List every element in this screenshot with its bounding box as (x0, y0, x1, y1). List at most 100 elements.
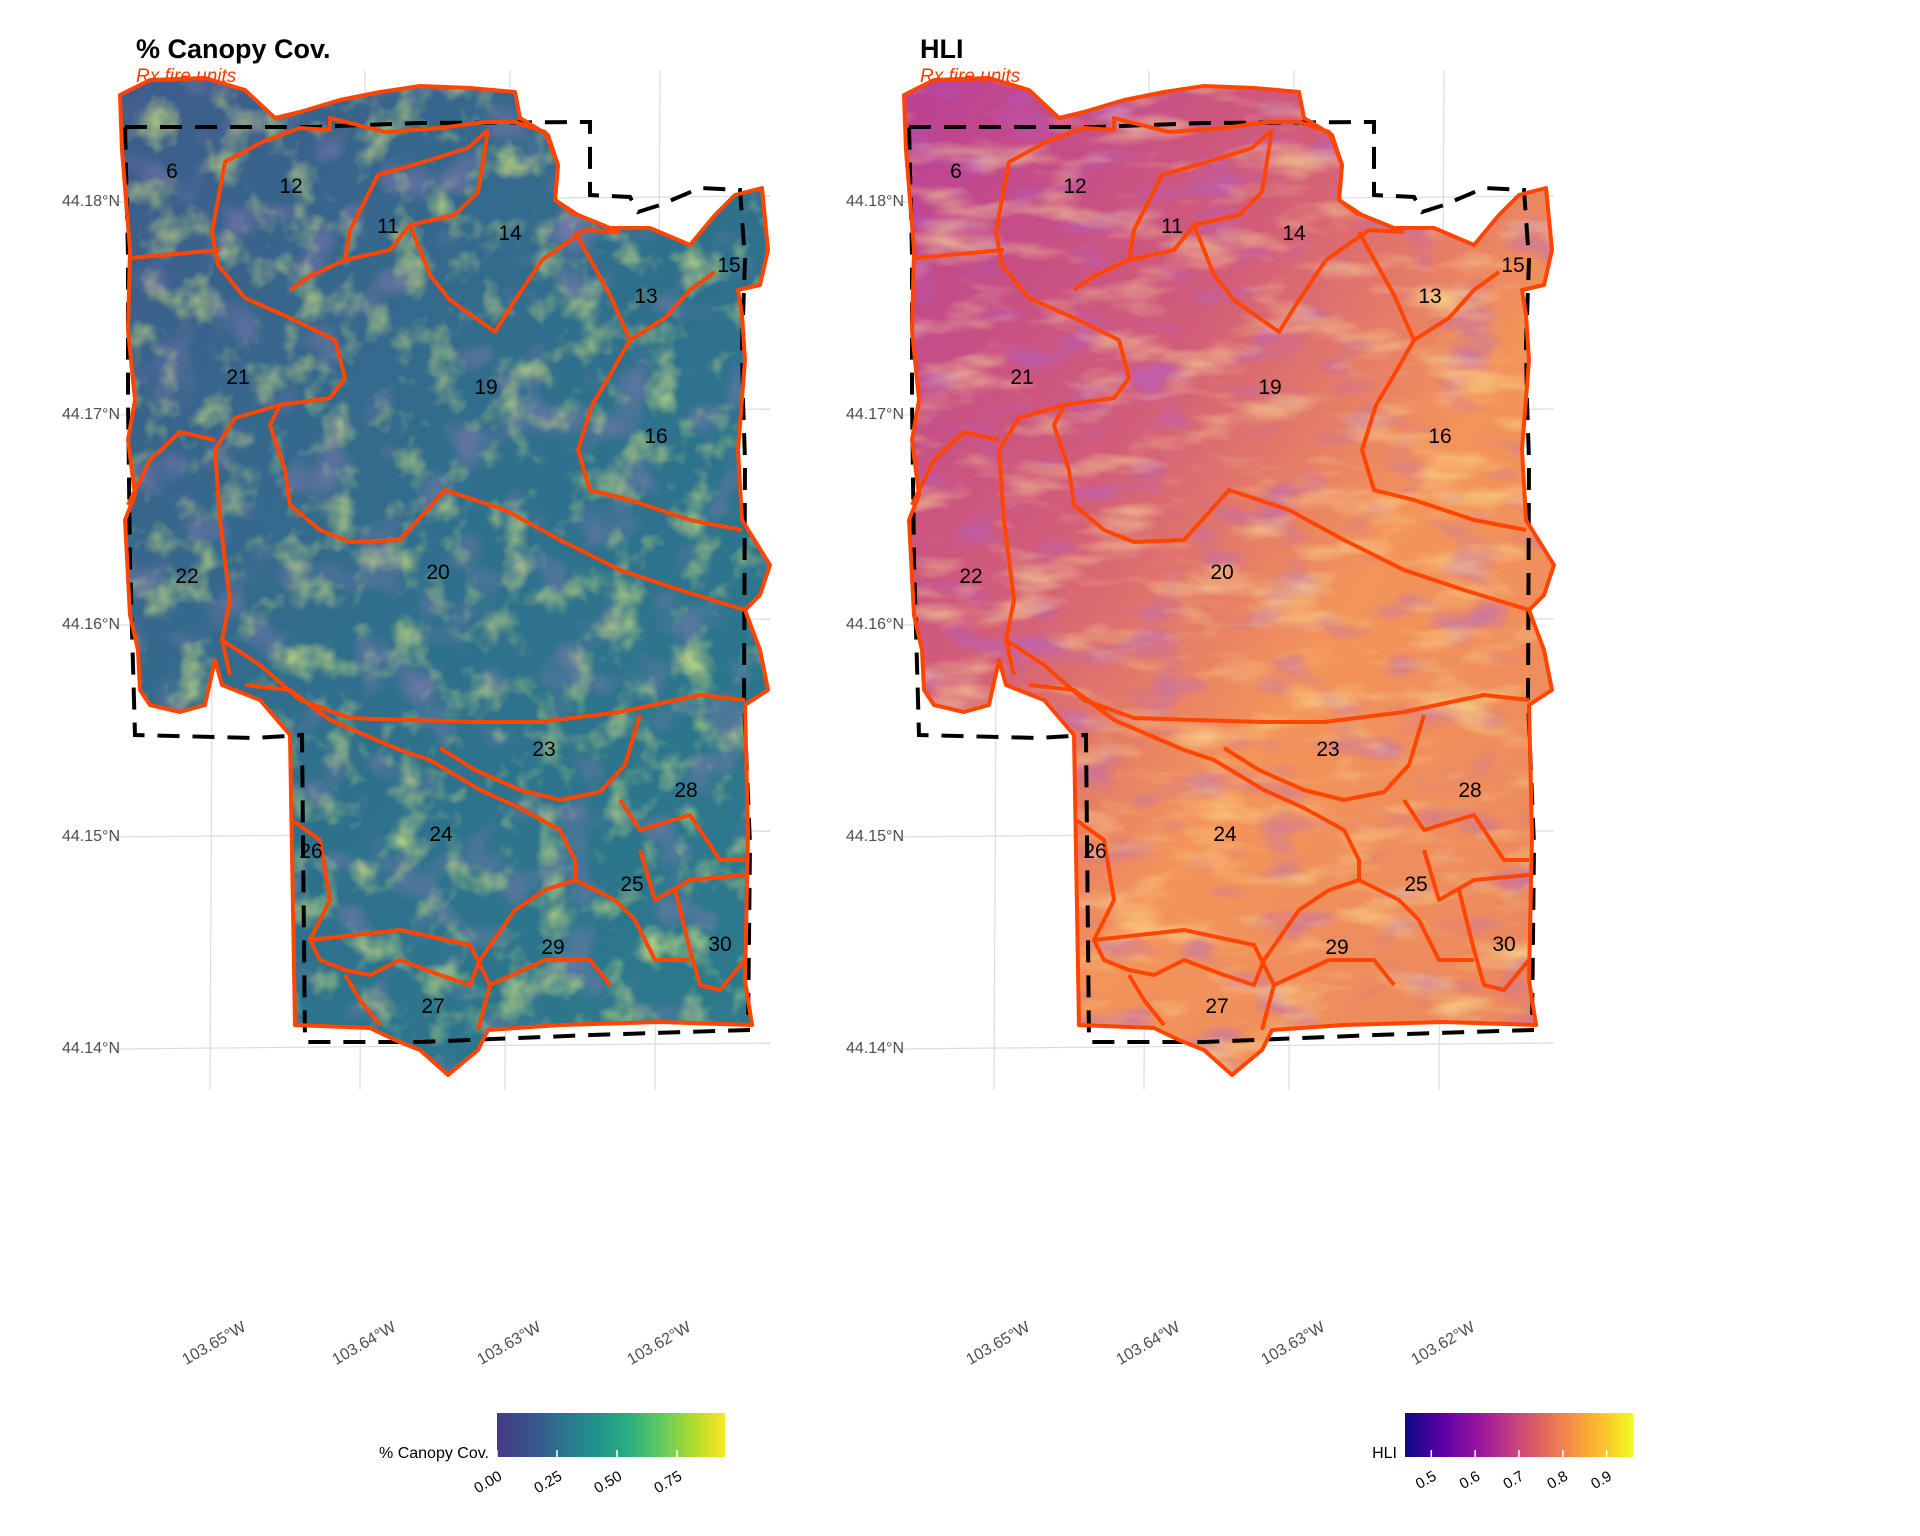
fire-unit-boundary (910, 430, 1000, 506)
fire-unit-label: 14 (498, 222, 522, 245)
legend-title: HLI (1372, 1445, 1397, 1462)
fire-unit-label: 13 (634, 285, 657, 308)
fire-unit-labels: 6 12 11 14 15 13 21 19 16 22 20 23 28 24 26 25 29 30 27 (950, 160, 1525, 1018)
latitude-tick-label: 44.16°N (62, 616, 120, 633)
longitude-tick-label: 103.62°W (1408, 1318, 1478, 1368)
latitude-axis: 44.18°N 44.17°N 44.16°N 44.15°N 44.14°N (846, 193, 904, 1057)
longitude-axis: 103.65°W 103.64°W 103.63°W 103.62°W (963, 1318, 1478, 1368)
longitude-axis: 103.65°W 103.64°W 103.63°W 103.62°W (179, 1318, 694, 1368)
fire-unit-boundary (1093, 928, 1276, 1031)
panel-subtitle: Rx fire units (136, 66, 237, 87)
fire-unit-boundary (1072, 128, 1274, 292)
latitude-tick-label: 44.16°N (846, 616, 904, 633)
longitude-tick-label: 103.64°W (1113, 1318, 1183, 1368)
fire-unit-boundary (210, 116, 577, 233)
latitude-tick-label: 44.15°N (62, 828, 120, 845)
fire-unit-label: 23 (532, 738, 555, 761)
fire-unit-boundary (994, 116, 1361, 233)
fire-unit-label: 25 (620, 873, 643, 896)
fire-unit-boundary (344, 129, 490, 262)
hli-panel: 6 12 11 14 15 13 21 19 16 22 20 23 28 24 26 25 29 30 27 HLI… (846, 34, 1633, 1493)
longitude-tick-label: 103.64°W (329, 1318, 399, 1368)
fire-unit-boundary (1402, 798, 1529, 862)
fire-unit-boundary (268, 404, 746, 612)
color-legend: % Canopy Cov. 0.00 0.25 0.50 0.75 (379, 1413, 725, 1497)
fire-unit-boundary (1273, 958, 1396, 987)
fire-unit-boundary (1127, 973, 1166, 1027)
legend-tick-label: 0.8 (1544, 1468, 1571, 1493)
fire-unit-label: 20 (1210, 561, 1233, 584)
fire-unit-label: 16 (644, 425, 667, 448)
panel-title: HLI (920, 34, 964, 64)
latitude-tick-label: 44.18°N (846, 193, 904, 210)
fire-unit-label: 11 (377, 215, 399, 238)
fire-unit-boundary (288, 128, 490, 292)
fire-unit-boundaries (902, 76, 1556, 1077)
fire-unit-label: 21 (1010, 366, 1033, 389)
longitude-tick-label: 103.63°W (1258, 1318, 1328, 1368)
fire-unit-label: 30 (708, 933, 731, 956)
fire-unit-label: 24 (429, 823, 453, 846)
legend-colorbar (1405, 1413, 1633, 1457)
fire-unit-boundaries (118, 76, 772, 1077)
fire-unit-boundary (1457, 889, 1531, 992)
fire-unit-label: 25 (1404, 873, 1427, 896)
legend-colorbar (497, 1413, 725, 1457)
latitude-tick-label: 44.17°N (62, 406, 120, 423)
fire-unit-label: 30 (1492, 933, 1515, 956)
fire-unit-boundary (618, 798, 745, 862)
fire-unit-boundary (290, 818, 690, 987)
fire-unit-boundary (638, 849, 746, 902)
fire-unit-label: 6 (950, 160, 962, 183)
fire-unit-boundary (343, 973, 382, 1027)
fire-unit-boundary (1004, 638, 1530, 724)
fire-unit-boundary (573, 231, 743, 532)
legend-tick-label: 0.9 (1588, 1468, 1615, 1493)
fire-unit-outline (902, 76, 1556, 1077)
canopy-cover-panel: 6 12 11 14 15 13 21 19 16 22 20 23 28 24 26 25 29 30 27 % C… (62, 34, 772, 1497)
fire-unit-label: 28 (1458, 779, 1481, 802)
color-legend: HLI 0.5 0.6 0.7 0.8 0.9 (1372, 1413, 1633, 1493)
fire-unit-label: 15 (717, 254, 740, 277)
fire-unit-label: 12 (1063, 175, 1086, 198)
fire-unit-label: 13 (1418, 285, 1441, 308)
fire-unit-boundary (129, 248, 221, 260)
fire-unit-label: 22 (959, 565, 982, 588)
fire-unit-label: 27 (1205, 995, 1228, 1018)
longitude-tick-label: 103.63°W (474, 1318, 544, 1368)
fire-unit-label: 24 (1213, 823, 1237, 846)
fire-unit-boundary (1052, 404, 1530, 612)
legend-tick-label: 0.25 (531, 1468, 565, 1497)
fire-unit-label: 19 (1258, 376, 1281, 399)
fire-unit-label: 20 (426, 561, 449, 584)
fire-unit-label: 22 (175, 565, 198, 588)
fire-unit-boundary (210, 231, 347, 676)
legend-tick-label: 0.50 (591, 1468, 625, 1497)
fire-unit-label: 16 (1428, 425, 1451, 448)
fire-unit-boundary (1128, 129, 1274, 262)
fire-unit-boundary (1222, 714, 1426, 802)
fire-unit-boundary (1357, 231, 1527, 532)
fire-unit-boundary (628, 270, 717, 342)
fire-unit-boundary (673, 889, 747, 992)
longitude-tick-label: 103.65°W (963, 1318, 1033, 1368)
fire-unit-boundary (1412, 270, 1501, 342)
fire-unit-label: 29 (1325, 936, 1348, 959)
fire-unit-boundary (994, 231, 1131, 676)
panel-title: % Canopy Cov. (136, 34, 331, 64)
latitude-tick-label: 44.15°N (846, 828, 904, 845)
fire-unit-boundary (1074, 818, 1474, 987)
fire-unit-boundary (1422, 849, 1530, 902)
latitude-axis: 44.18°N 44.17°N 44.16°N 44.15°N 44.14°N (62, 193, 120, 1057)
study-area-boundary (122, 119, 753, 1044)
panel-subtitle: Rx fire units (920, 66, 1021, 87)
study-area-boundary (906, 119, 1537, 1044)
fire-unit-label: 19 (474, 376, 497, 399)
legend-tick-label: 0.6 (1457, 1468, 1484, 1493)
fire-unit-boundary (913, 248, 1005, 260)
fire-unit-boundary (309, 928, 492, 1031)
fire-unit-label: 6 (166, 160, 178, 183)
legend-tick-label: 0.00 (471, 1468, 505, 1497)
fire-unit-boundary (1028, 683, 1361, 880)
